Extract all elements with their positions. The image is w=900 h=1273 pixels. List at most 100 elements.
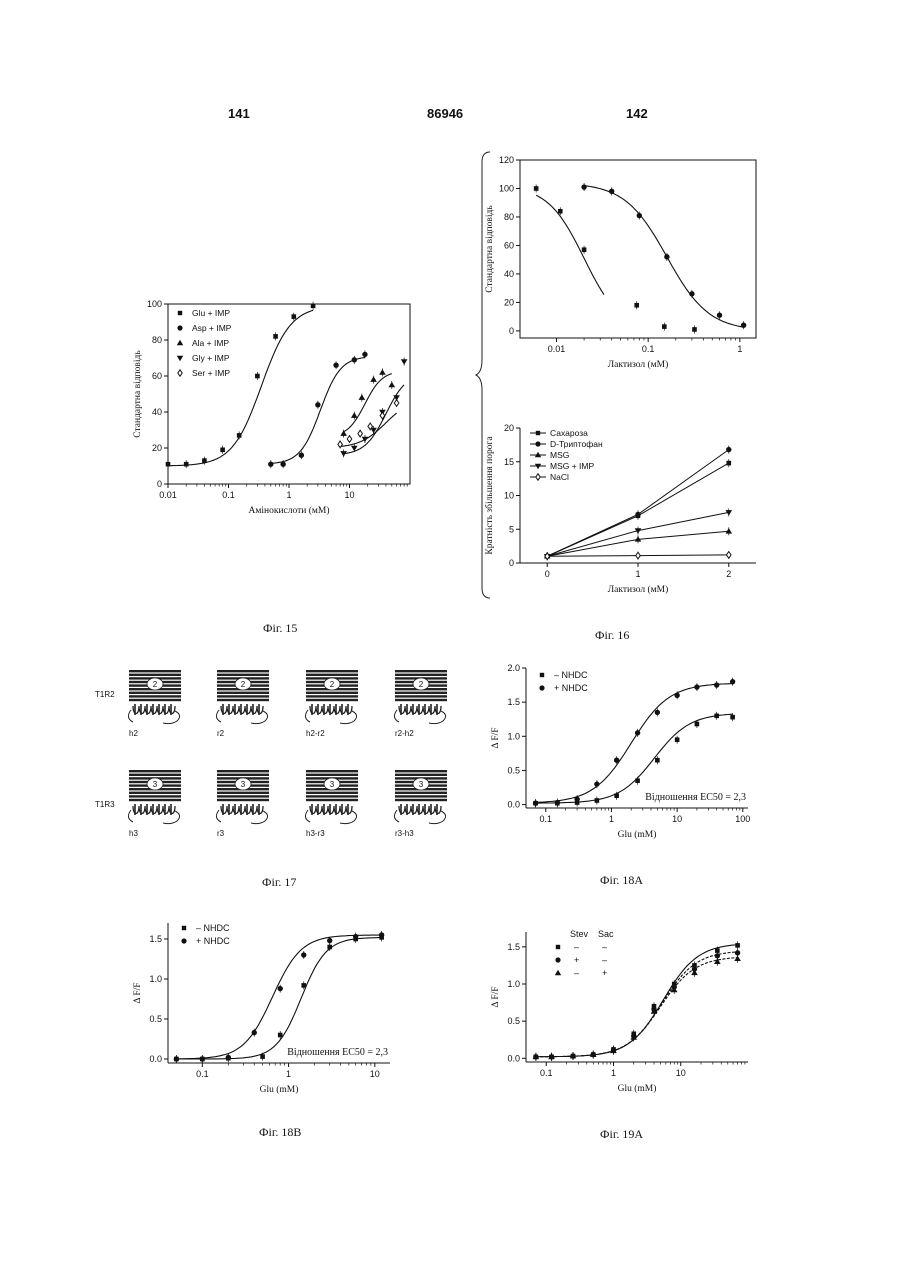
- y-tick-label: 1.0: [149, 974, 162, 984]
- left-page-number: 141: [228, 106, 250, 121]
- y-tick-label: 1.5: [507, 942, 520, 952]
- svg-text:2: 2: [419, 680, 424, 689]
- y-tick-label: 1.0: [507, 979, 520, 989]
- data-point: [353, 934, 358, 939]
- x-tick-label: 0: [545, 569, 550, 579]
- data-point: [609, 189, 614, 194]
- data-point: [379, 932, 384, 937]
- data-point: [594, 781, 599, 786]
- figure-15-caption: Фіг. 15: [263, 621, 297, 636]
- legend-header-stev: Stev: [570, 929, 589, 939]
- fit-curve: [536, 684, 733, 803]
- legend-marker: [555, 957, 560, 962]
- data-point: [674, 693, 679, 698]
- data-point: [299, 453, 304, 458]
- data-point: [388, 382, 395, 388]
- receptor-diagram: 3h3: [128, 770, 181, 838]
- y-tick-label: 1.0: [507, 731, 520, 741]
- data-point: [734, 955, 741, 961]
- fit-curve: [176, 938, 381, 1059]
- data-point: [614, 757, 619, 762]
- svg-text:3: 3: [330, 780, 335, 789]
- receptor-label: h3-r3: [306, 829, 325, 838]
- data-point: [278, 986, 283, 991]
- y-tick-label: 1.5: [149, 934, 162, 944]
- receptor-diagram: 3 h3-r3: [305, 770, 358, 838]
- data-point: [635, 730, 640, 735]
- legend-label: – NHDC: [554, 670, 588, 680]
- legend-marker: [555, 970, 561, 975]
- legend-sac-value: +: [602, 968, 607, 978]
- data-point: [280, 462, 285, 467]
- data-point: [662, 324, 667, 329]
- figure-18a-caption: Фіг. 18А: [600, 873, 643, 888]
- data-point: [735, 950, 740, 955]
- receptor-label: r3: [217, 829, 225, 838]
- receptor-diagram: 2 r2-h2: [394, 670, 447, 738]
- receptor-label: h2-r2: [306, 729, 325, 738]
- legend-marker: [536, 474, 540, 480]
- y-tick-label: 5: [509, 524, 514, 534]
- y-tick-label: 80: [152, 335, 162, 345]
- row-label-t1r3: T1R3: [95, 800, 115, 809]
- x-tick-label: 1: [737, 344, 742, 354]
- data-point: [362, 352, 367, 357]
- receptor-diagram: 3r3-h3: [394, 770, 447, 838]
- data-point: [635, 512, 640, 517]
- data-point: [362, 437, 369, 443]
- data-point: [726, 461, 731, 466]
- fit-curve: [536, 945, 738, 1057]
- legend-label: Сахароза: [550, 428, 588, 438]
- data-point: [717, 313, 722, 318]
- data-point: [635, 778, 640, 783]
- data-point: [730, 715, 735, 720]
- receptor-diagram: 2h2-r2: [305, 670, 358, 738]
- x-tick-label: 1: [286, 1069, 291, 1079]
- svg-text:3: 3: [241, 780, 246, 789]
- legend-stev-value: +: [574, 955, 579, 965]
- data-point: [714, 714, 719, 719]
- x-tick-label: 0.1: [222, 490, 235, 500]
- y-tick-label: 80: [504, 212, 514, 222]
- y-axis-label: Δ F/F: [491, 727, 501, 748]
- data-point: [655, 710, 660, 715]
- figure-18b-chart: 0.00.51.01.50.1110Glu (mM)Δ F/FВідношенн…: [130, 915, 400, 1115]
- data-point: [333, 363, 338, 368]
- svg-text:2: 2: [153, 680, 158, 689]
- svg-text:3: 3: [153, 780, 158, 789]
- x-axis-label: Glu (mM): [618, 829, 657, 840]
- legend-marker: [178, 370, 182, 376]
- svg-text:3: 3: [419, 780, 424, 789]
- data-point: [726, 552, 731, 559]
- receptor-label: h2: [129, 729, 138, 738]
- receptor-diagram: 3 r3: [216, 770, 269, 838]
- data-point: [634, 303, 639, 308]
- x-axis-label: Амінокислоти (мМ): [248, 505, 329, 516]
- svg-text:2: 2: [241, 680, 246, 689]
- y-tick-label: 0.5: [507, 1016, 520, 1026]
- legend-marker: [177, 325, 182, 330]
- x-axis-label: Glu (mM): [260, 1084, 299, 1095]
- fit-curve: [176, 935, 381, 1059]
- y-axis-label: Δ F/F: [133, 982, 143, 1003]
- data-point: [401, 359, 408, 365]
- x-tick-label: 2: [726, 569, 731, 579]
- data-point: [735, 943, 740, 948]
- receptor-diagram: 2 h2: [128, 670, 181, 738]
- x-tick-label: 10: [676, 1068, 686, 1078]
- data-point: [692, 327, 697, 332]
- y-tick-label: 120: [499, 155, 514, 165]
- data-point: [358, 430, 363, 437]
- legend-label: MSG: [550, 450, 569, 460]
- y-tick-label: 0.5: [149, 1014, 162, 1024]
- fit-curve: [344, 385, 405, 454]
- x-tick-label: 0.1: [540, 1068, 553, 1078]
- legend-header-sac: Sac: [598, 929, 614, 939]
- x-tick-label: 1: [609, 814, 614, 824]
- data-point: [545, 553, 550, 560]
- x-tick-label: 10: [344, 490, 354, 500]
- y-tick-label: 20: [152, 443, 162, 453]
- receptor-label: r2-h2: [395, 729, 414, 738]
- data-point: [394, 400, 399, 407]
- legend-marker: [177, 356, 183, 361]
